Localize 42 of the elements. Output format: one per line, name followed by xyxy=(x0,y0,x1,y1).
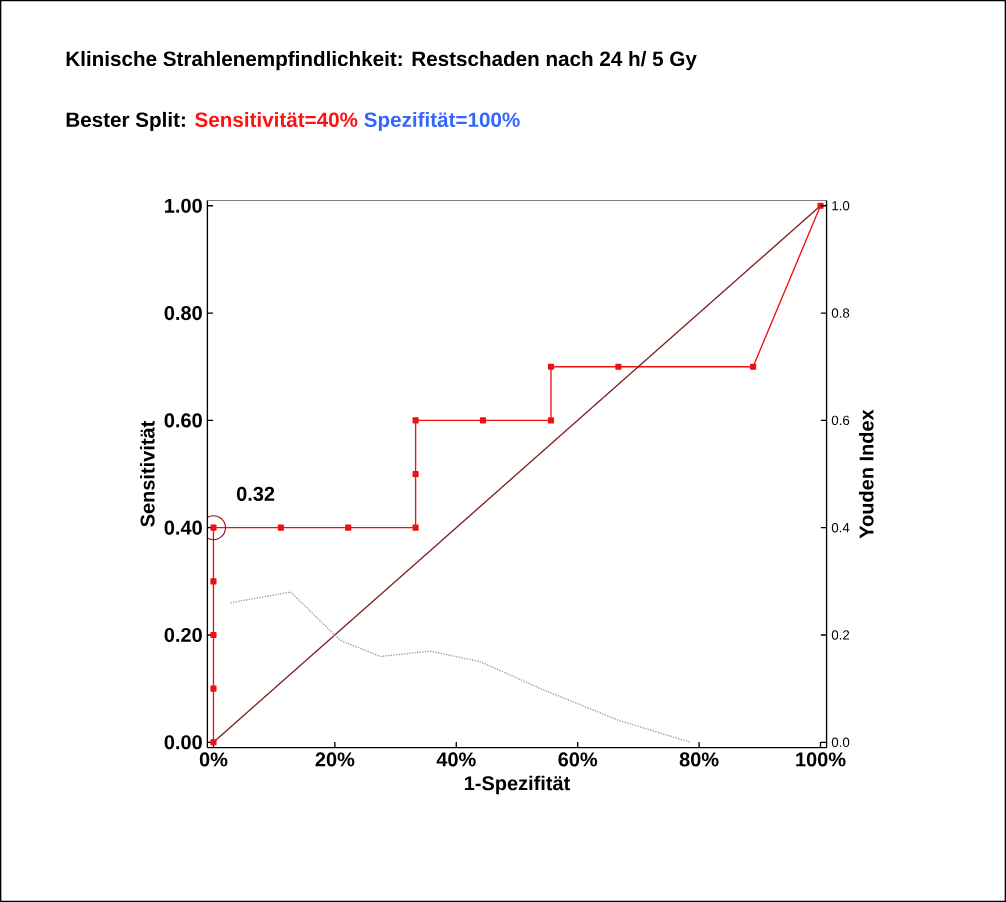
y2-tick-label: 0.8 xyxy=(831,308,850,318)
y-tick-label: 0.40 xyxy=(164,520,202,535)
x-tick-label: 60% xyxy=(558,752,598,767)
y-tick-label: 0.60 xyxy=(164,413,202,428)
y-tick-label: 1.00 xyxy=(165,198,202,213)
chart-subtitle: Bester Split: xyxy=(66,111,185,132)
y2-tick-label: 0.4 xyxy=(831,522,850,533)
x-axis-title: 1-Spezifität xyxy=(464,775,571,795)
point xyxy=(345,524,352,531)
point xyxy=(817,202,824,209)
annotation: 0.32 xyxy=(236,486,275,501)
point xyxy=(547,363,555,370)
chart-title: Klinische Strahlenempfindlichkeit: Restschaden nach 24 h/ 5 Gy xyxy=(66,50,697,71)
point xyxy=(210,685,217,692)
y-tick-label: 0.80 xyxy=(164,305,202,321)
point xyxy=(412,524,419,531)
point xyxy=(479,417,487,424)
text: Sensitivität=40% xyxy=(195,111,358,127)
y-tick-label: 0.00 xyxy=(164,735,202,750)
point xyxy=(210,739,217,746)
point xyxy=(750,363,757,370)
point xyxy=(412,470,419,478)
x-tick-label: 100% xyxy=(796,752,846,767)
y2-tick-label: 0.6 xyxy=(831,415,850,426)
point xyxy=(615,363,622,370)
y2-axis-title: Youden Index xyxy=(858,409,874,539)
x-tick-label: 40% xyxy=(436,752,476,767)
point xyxy=(210,631,217,638)
x-tick-label: 80% xyxy=(679,752,719,767)
text: Spezifität=100% xyxy=(364,111,520,132)
x-tick-label: 0% xyxy=(199,752,228,767)
y-axis-title: Sensitivität xyxy=(140,420,155,527)
y2-tick-label: 1.0 xyxy=(832,200,850,211)
point xyxy=(547,417,555,424)
y2-tick-label: 0.0 xyxy=(831,737,850,747)
line-series xyxy=(229,591,692,743)
point xyxy=(412,417,419,424)
x-tick-label: 20% xyxy=(315,752,355,767)
point xyxy=(277,524,284,531)
point xyxy=(210,578,217,585)
y-tick-label: 0.20 xyxy=(164,627,202,642)
y2-tick-label: 0.2 xyxy=(831,630,850,640)
